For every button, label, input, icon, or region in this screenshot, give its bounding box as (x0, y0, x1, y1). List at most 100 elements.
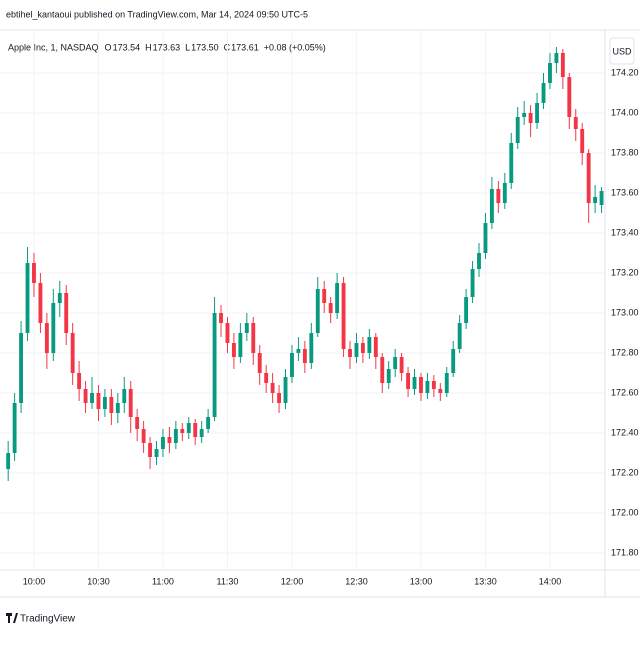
candle-body (451, 349, 456, 373)
candle (283, 369, 288, 409)
candle (12, 393, 17, 461)
candle (70, 323, 75, 385)
candle-body (115, 403, 120, 413)
candle (567, 73, 572, 129)
candle-body (419, 377, 423, 393)
candle (264, 365, 269, 393)
candle (322, 281, 327, 313)
candle (451, 341, 456, 377)
candle (393, 349, 398, 377)
legend: Apple Inc, 1, NASDAQ O 173.54 H 173.63 L 173.… (8, 42, 326, 52)
candle (206, 409, 211, 433)
x-tick-label: 10:00 (23, 576, 46, 586)
symbol: Apple Inc, 1, NASDAQ (8, 42, 99, 52)
candle (580, 123, 585, 165)
candle-body (6, 453, 11, 469)
grid (0, 30, 605, 570)
candle (64, 285, 69, 345)
y-tick-label: 172.60 (611, 387, 639, 397)
candle (180, 423, 185, 441)
candle-body (12, 403, 17, 453)
candle-body (25, 263, 30, 333)
y-tick-label: 173.40 (611, 227, 639, 237)
candle (315, 277, 320, 337)
candle-body (212, 313, 217, 417)
candle (560, 49, 565, 89)
candle-body (560, 53, 565, 77)
candle (464, 289, 469, 329)
candle (444, 367, 449, 397)
candle-body (309, 333, 314, 363)
x-tick-label: 14:00 (539, 576, 562, 586)
currency[interactable]: USD (612, 46, 632, 56)
x-tick-label: 10:30 (87, 576, 110, 586)
candle-body (64, 293, 69, 333)
candle (328, 297, 333, 323)
candle-body (141, 429, 146, 443)
candle (32, 253, 36, 297)
candle-body (586, 153, 591, 203)
candle-body (264, 373, 269, 383)
candle (470, 261, 475, 303)
candle-body (548, 63, 552, 83)
candle-body (244, 323, 249, 333)
candle (186, 417, 191, 439)
x-tick-label: 11:00 (152, 576, 174, 586)
candle (335, 273, 340, 319)
candle (535, 93, 539, 129)
candle-body (51, 303, 56, 353)
candle-body (122, 389, 127, 403)
legend-value: 173.50 (191, 42, 219, 52)
y-tick-label: 173.00 (611, 307, 639, 317)
candle-body (412, 377, 417, 389)
candle-body (554, 53, 559, 63)
candle-body (44, 323, 49, 353)
x-tick-label: 12:00 (281, 576, 304, 586)
candle (25, 247, 30, 341)
candle-body (19, 333, 24, 403)
candle (38, 273, 43, 333)
candle (528, 105, 533, 137)
brand: TradingView (20, 614, 76, 625)
candle-body (57, 293, 62, 303)
candle-body (373, 337, 378, 357)
candle-body (483, 223, 488, 253)
legend-value: 173.61 (231, 42, 259, 52)
x-tick-label: 13:00 (410, 576, 433, 586)
candle (431, 375, 436, 397)
candle-body (70, 333, 75, 373)
candle-body (457, 323, 462, 349)
candle (102, 389, 107, 417)
candle (554, 47, 559, 73)
candle (257, 345, 262, 385)
candle-body (496, 189, 501, 203)
legend-key: L (185, 42, 190, 52)
candle-body (193, 423, 198, 437)
candle-body (148, 443, 153, 457)
candle-body (515, 117, 520, 143)
candle-body (199, 429, 204, 437)
candle (90, 377, 94, 409)
candle (277, 385, 282, 413)
candle-body (154, 449, 159, 457)
candle-body (296, 349, 301, 353)
candle-body (302, 349, 307, 363)
candle (219, 305, 223, 337)
candle-body (231, 343, 236, 357)
candle (83, 381, 88, 413)
candle-body (109, 397, 114, 413)
candle-body (399, 357, 404, 373)
candle-body (406, 373, 410, 389)
candle (141, 421, 146, 453)
candle (231, 333, 236, 369)
legend-change: +0.08 (+0.05%) (264, 42, 326, 52)
candle-body (522, 113, 527, 117)
candle-body (541, 83, 546, 103)
y-tick-label: 172.80 (611, 347, 639, 357)
currency-button[interactable] (609, 37, 635, 65)
candle-body (251, 323, 256, 353)
candle-body (173, 429, 178, 443)
candle-body (238, 333, 243, 357)
candle (167, 427, 172, 453)
